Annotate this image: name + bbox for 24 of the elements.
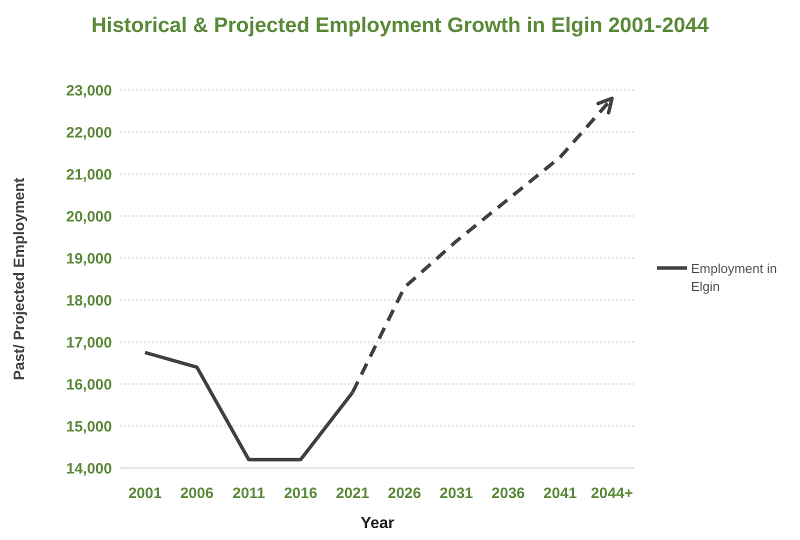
x-tick-label: 2044+: [590, 485, 634, 502]
y-axis-title: Past/ Projected Employment: [11, 178, 28, 380]
y-tick-label: 23,000: [66, 82, 112, 100]
y-tick-label: 16,000: [66, 376, 112, 394]
y-tick-label: 14,000: [66, 460, 112, 478]
y-tick-label: 22,000: [66, 124, 112, 142]
y-tick-label: 21,000: [66, 166, 112, 184]
x-axis-title: Year: [360, 515, 394, 532]
y-tick-label: 18,000: [66, 292, 112, 310]
x-tick-label: 2036: [492, 485, 525, 502]
y-tick-label: 20,000: [66, 208, 112, 226]
x-tick-label: 2016: [284, 485, 318, 502]
x-tick-label: 2001: [128, 485, 162, 502]
x-tick-label: 2011: [232, 485, 266, 502]
x-tick-label: 2031: [440, 485, 474, 502]
x-tick-label: 2021: [336, 485, 370, 502]
x-tick-label: 2026: [388, 485, 422, 502]
y-tick-label: 17,000: [66, 334, 112, 352]
y-tick-label: 19,000: [66, 250, 112, 268]
y-tick-label: 15,000: [66, 418, 112, 436]
chart-title: Historical & Projected Employment Growth in Elgin 2001-2044: [91, 14, 709, 37]
x-tick-label: 2006: [180, 485, 214, 502]
x-tick-label: 2041: [543, 485, 577, 502]
legend-label: Employment in Elgin: [691, 261, 777, 294]
